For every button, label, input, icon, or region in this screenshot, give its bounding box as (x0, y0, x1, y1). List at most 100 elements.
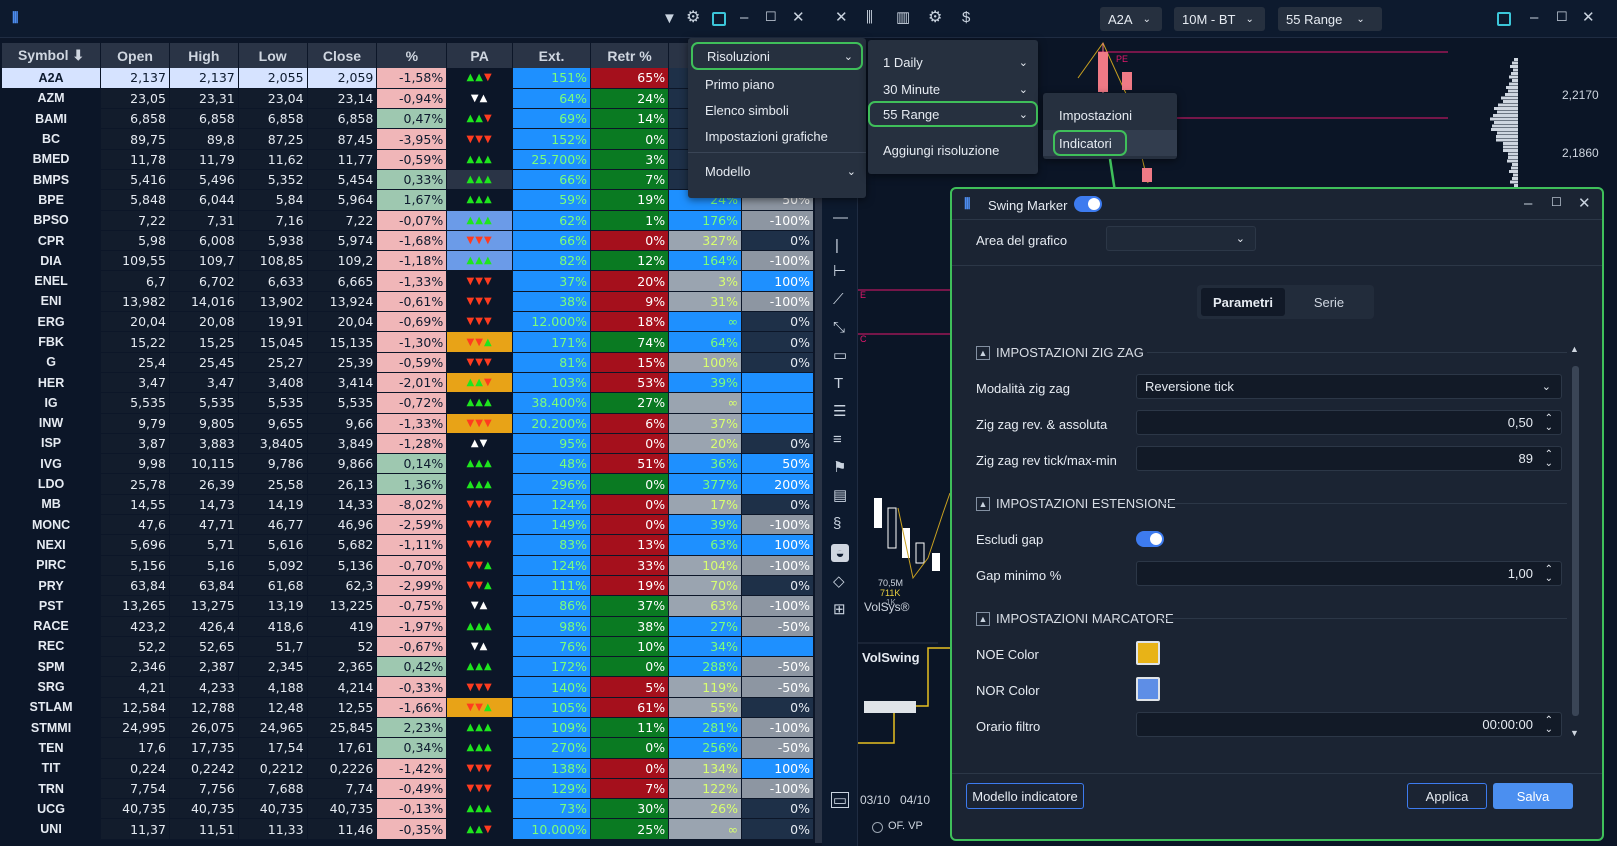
column-header[interactable]: High (169, 43, 239, 68)
dollar-icon[interactable]: $ (962, 9, 971, 26)
table-row[interactable]: TEN 17,6 17,735 17,54 17,61 0,34% ▲▲▲ 270% 0% 256… (2, 737, 814, 759)
minimize-icon[interactable]: – (1524, 195, 1533, 212)
pin-icon[interactable] (712, 12, 726, 26)
ray-icon[interactable]: ⊢ (833, 263, 847, 280)
horizontal-line-icon[interactable]: — (833, 209, 848, 226)
close-icon[interactable]: ✕ (792, 9, 805, 26)
noe-color-swatch[interactable] (1136, 641, 1160, 665)
stepper-icon[interactable]: ⌃ ⌄ (1544, 563, 1553, 584)
timeframe-select[interactable]: 10M - BT ⌄ (1174, 7, 1265, 31)
add-tool-icon[interactable]: ⊞ (833, 601, 846, 618)
gear-icon[interactable]: ⚙ (686, 9, 701, 26)
flag-icon[interactable]: ⚑ (833, 459, 847, 476)
table-row[interactable]: RACE 423,2 426,4 418,6 419 -1,97% ▲▲▲ 98% 38% 27%… (2, 616, 814, 637)
minimize-icon[interactable]: – (740, 9, 749, 26)
stepper-icon[interactable]: ⌃ ⌄ (1544, 714, 1553, 735)
table-row[interactable]: PRY 63,84 63,84 61,68 62,3 -2,99% ▼▼▲ 111% 19% 70… (2, 575, 814, 597)
menu-item-impostazioni-grafiche[interactable]: Impostazioni grafiche (688, 123, 866, 149)
table-row[interactable]: TRN 7,754 7,756 7,688 7,74 -0,49% ▼▼▼ 129% 7% 122… (2, 778, 814, 800)
apply-button[interactable]: Applica (1407, 783, 1487, 809)
scroll-up-icon[interactable]: ▲ (1570, 344, 1579, 354)
table-row[interactable]: IVG 9,98 10,115 9,786 9,866 0,14% ▲▲▲ 48% 51% 36%… (2, 453, 814, 475)
table-row[interactable]: MB 14,55 14,73 14,19 14,33 -8,02% ▼▼▼ 124% 0% 17%… (2, 494, 814, 516)
menu-item-elenco-simboli[interactable]: Elenco simboli (688, 97, 866, 123)
filter-time-input[interactable]: 00:00:00 ⌃ ⌄ (1136, 712, 1562, 737)
table-row[interactable]: STMMI 24,995 26,075 24,965 25,845 2,23% ▲▲▲ 109… (2, 717, 814, 739)
close-icon[interactable]: ✕ (1582, 9, 1595, 26)
pin-icon[interactable] (1497, 12, 1511, 26)
bar-chart-icon[interactable]: ▥ (896, 9, 911, 26)
section-zigzag-header[interactable]: ▲ IMPOSTAZIONI ZIG ZAG (976, 345, 1144, 360)
menu-item-modello[interactable]: Modello ⌄ (688, 158, 866, 184)
column-header[interactable]: Ext. (512, 43, 592, 68)
scale-icon[interactable]: § (833, 515, 842, 532)
app-menu-icon[interactable]: ⦀ (12, 10, 19, 27)
table-row[interactable]: ENI 13,982 14,016 13,902 13,924 -0,61% ▼▼▼ 38% 9… (2, 291, 814, 313)
stepper-icon[interactable]: ⌃ ⌄ (1544, 412, 1553, 433)
note-icon[interactable]: ▤ (833, 487, 848, 504)
table-row[interactable]: LDO 25,78 26,39 25,58 26,13 1,36% ▲▲▲ 296% 0% 377… (2, 473, 814, 495)
table-row[interactable]: ISP 3,87 3,883 3,8405 3,849 -1,28% ▲▼ 95% 0% 20% 0… (2, 433, 814, 455)
tab-parametri[interactable]: Parametri (1201, 288, 1285, 316)
menu-item-risoluzioni[interactable]: Risoluzioni ⌄ (691, 42, 863, 70)
section-extension-header[interactable]: ▲ IMPOSTAZIONI ESTENSIONE (976, 496, 1176, 511)
table-row[interactable]: SRG 4,21 4,233 4,188 4,214 -0,33% ▼▼▼ 140% 5% 119… (2, 676, 814, 698)
table-row[interactable]: MONC 47,6 47,71 46,77 46,96 -2,59% ▼▼▼ 149% 0% 39… (2, 514, 814, 536)
close-chart-icon[interactable]: ✕ (835, 9, 848, 26)
dialog-scrollbar[interactable]: ▲ ▼ (1570, 344, 1582, 744)
table-row[interactable]: PIRC 5,156 5,16 5,092 5,136 -0,70% ▼▼▲ 124% 33% 1… (2, 555, 814, 576)
scroll-down-icon[interactable]: ▼ (1570, 728, 1579, 738)
stepper-icon[interactable]: ⌃ ⌄ (1544, 448, 1553, 469)
table-row[interactable]: STLAM 12,584 12,788 12,48 12,55 -1,66% ▼▼▲ 105%… (2, 697, 814, 719)
table-row[interactable]: BPSO 7,22 7,31 7,16 7,22 -0,07% ▲▲▲ 62% 1% 176% -1… (2, 210, 814, 231)
table-row[interactable]: SPM 2,346 2,387 2,345 2,365 0,42% ▲▲▲ 172% 0% 288… (2, 656, 814, 678)
gap-min-input[interactable]: 1,00 ⌃ ⌄ (1136, 561, 1562, 586)
column-header[interactable]: Low (238, 43, 308, 68)
table-row[interactable]: TIT 0,224 0,2242 0,2212 0,2226 -1,42% ▼▼▼ 138% 0… (2, 758, 814, 779)
close-icon[interactable]: ✕ (1578, 195, 1591, 212)
minimize-icon[interactable]: – (1530, 9, 1539, 26)
table-row[interactable]: BAMI 6,858 6,858 6,858 6,858 0,47% ▲▲▼ 69% 14% (2, 108, 814, 130)
maximize-icon[interactable]: ☐ (1556, 9, 1568, 24)
trendline-icon[interactable]: ⟋ (833, 291, 844, 308)
area-select[interactable]: ⌄ (1106, 226, 1256, 251)
table-row[interactable]: HER 3,47 3,47 3,408 3,414 -2,01% ▲▲▼ 103% 53% 39% (2, 372, 814, 394)
menu-item-aggiungi-risoluzione[interactable]: Aggiungi risoluzione (868, 137, 1038, 163)
column-header[interactable]: % (376, 43, 448, 68)
radio-button[interactable] (872, 822, 883, 833)
candles-icon[interactable]: ⫼ (866, 9, 873, 26)
magnet-icon[interactable]: ◒ (831, 544, 849, 562)
zigzag-rev-input[interactable]: 0,50 ⌃ ⌄ (1136, 410, 1562, 435)
column-header[interactable]: Close (307, 43, 378, 68)
table-row[interactable]: IG 5,535 5,535 5,535 5,535 -0,72% ▲▲▲ 38.400% 27… (2, 392, 814, 414)
table-row[interactable]: G 25,4 25,45 25,27 25,39 -0,59% ▼▼▼ 81% 15% 100% 0… (2, 352, 814, 373)
eraser-icon[interactable]: ◇ (833, 573, 845, 590)
scrollbar-thumb[interactable] (1572, 366, 1579, 716)
fib-icon[interactable]: ☰ (833, 403, 847, 420)
table-row[interactable]: UNI 11,37 11,51 11,33 11,46 -0,35% ▲▲▼ 10.000% 2… (2, 818, 814, 840)
zigzag-tick-input[interactable]: 89 ⌃ ⌄ (1136, 446, 1562, 471)
screen-icon[interactable]: ▭ (831, 791, 849, 809)
column-header[interactable]: PA (446, 43, 513, 68)
maximize-icon[interactable]: ☐ (1551, 195, 1562, 209)
text-icon[interactable]: T (834, 375, 844, 392)
table-row[interactable]: REC 52,2 52,65 51,7 52 -0,67% ▼▲ 76% 10% 34% (2, 636, 814, 658)
table-row[interactable]: PST 13,265 13,275 13,19 13,225 -0,75% ▼▲ 86% 37%… (2, 595, 814, 617)
menu-item-1-daily[interactable]: 1 Daily ⌄ (868, 49, 1038, 75)
nor-color-swatch[interactable] (1136, 677, 1160, 701)
rectangle-icon[interactable]: ▭ (833, 347, 848, 364)
tab-serie[interactable]: Serie (1289, 288, 1369, 316)
save-button[interactable]: Salva (1493, 783, 1573, 809)
indicator-enable-toggle[interactable] (1074, 196, 1102, 212)
indicator-model-button[interactable]: Modello indicatore (966, 783, 1084, 809)
menu-item-30-minute[interactable]: 30 Minute ⌄ (868, 76, 1038, 102)
filter-icon[interactable]: ▼ (662, 10, 677, 27)
vertical-line-icon[interactable]: | (835, 237, 839, 254)
table-row[interactable]: ERG 20,04 20,08 19,91 20,04 -0,69% ▼▼▼ 12.000% 1… (2, 311, 814, 333)
gear-icon[interactable]: ⚙ (928, 9, 943, 26)
lines-icon[interactable]: ≡ (833, 431, 842, 448)
menu-item-impostazioni[interactable]: Impostazioni (1043, 102, 1177, 128)
table-row[interactable]: NEXI 5,696 5,71 5,616 5,682 -1,11% ▼▼▼ 83% 13% 63… (2, 534, 814, 556)
column-header[interactable]: Symbol ⬇ (2, 43, 102, 68)
table-scrollbar[interactable] (815, 43, 822, 843)
